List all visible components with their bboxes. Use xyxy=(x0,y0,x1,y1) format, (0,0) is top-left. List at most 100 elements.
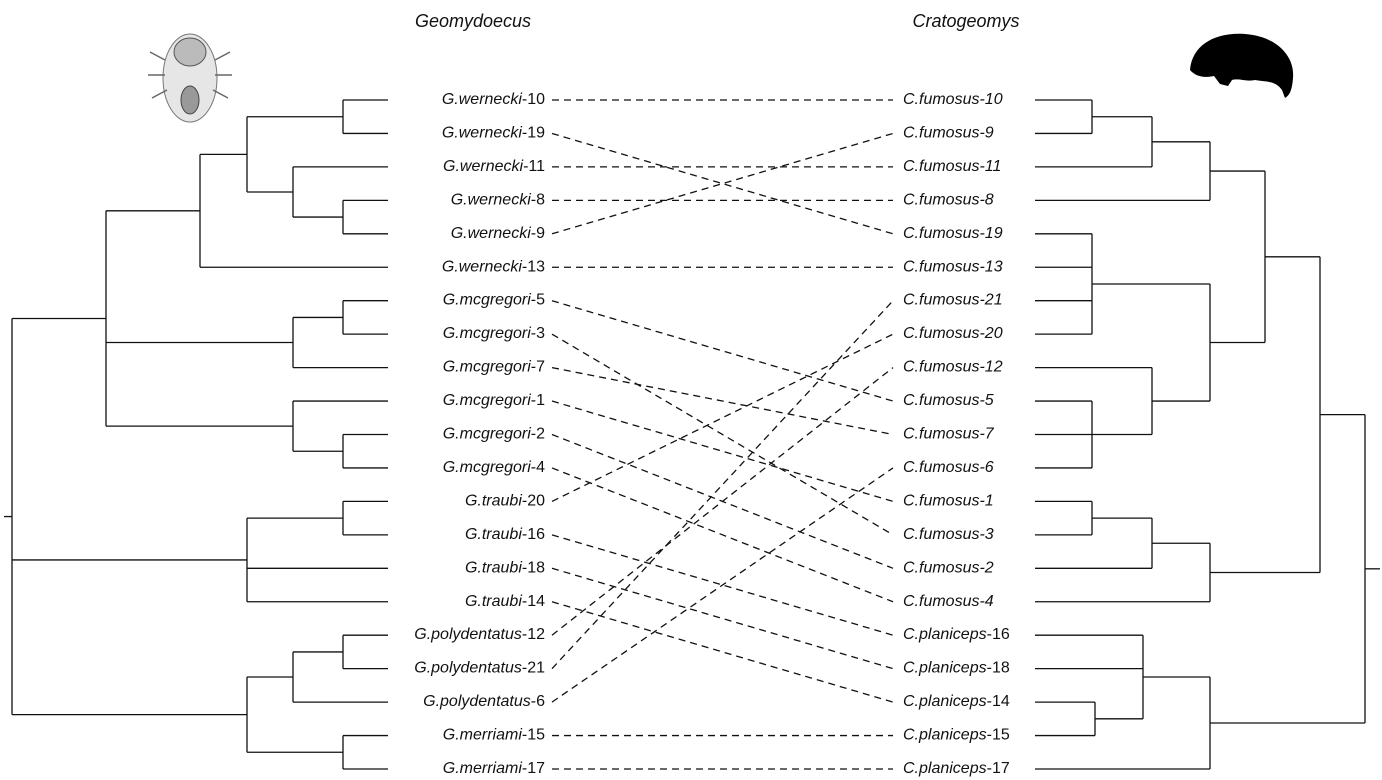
right-taxon-label: C.fumosus-20 xyxy=(903,325,1003,342)
right-taxon-label: C.fumosus-9 xyxy=(903,125,994,142)
taxon-name: G.wernecki xyxy=(442,91,522,108)
taxon-name: C.planiceps xyxy=(903,760,987,777)
taxon-label: C.fumosus-2 xyxy=(903,560,994,577)
right-taxon-label: C.fumosus-21 xyxy=(903,292,1003,309)
right-taxon-label: C.fumosus-5 xyxy=(903,392,994,409)
taxon-name: G.mcgregori xyxy=(443,325,531,342)
right-taxon-label: C.fumosus-1 xyxy=(903,493,994,510)
taxon-id: -15 xyxy=(987,727,1010,744)
left-taxon-label: G.polydentatus-12 xyxy=(414,626,545,643)
right-taxon-label: C.fumosus-13 xyxy=(903,258,1003,275)
left-taxon-label: G.traubi-18 xyxy=(465,560,545,577)
taxon-id: -18 xyxy=(987,660,1010,677)
taxon-id: -20 xyxy=(522,493,545,510)
taxon-id: -6 xyxy=(531,693,545,710)
taxon-label: C.fumosus-1 xyxy=(903,493,994,510)
left-taxon-label: G.mcgregori-3 xyxy=(443,325,545,342)
left-taxon-label: G.mcgregori-5 xyxy=(443,292,545,309)
taxon-label: C.fumosus-9 xyxy=(903,125,994,142)
right-title: Cratogeomys xyxy=(912,11,1019,31)
taxon-label: C.fumosus-7 xyxy=(903,426,995,443)
taxon-id: -8 xyxy=(531,192,545,209)
right-taxon-label: C.planiceps-15 xyxy=(903,727,1010,744)
tanglegram: Geomydoecus Cratogeomys G.wernecki-10G.w… xyxy=(0,0,1382,780)
gopher-icon xyxy=(1190,34,1293,98)
left-taxon-label: G.wernecki-13 xyxy=(442,258,545,275)
taxon-id: -14 xyxy=(987,693,1010,710)
taxon-id: -9 xyxy=(531,225,545,242)
association-link xyxy=(552,568,893,668)
taxon-id: -13 xyxy=(522,258,545,275)
taxon-name: G.polydentatus xyxy=(414,626,522,643)
taxon-id: -18 xyxy=(522,560,545,577)
taxon-name: G.mcgregori xyxy=(443,459,531,476)
taxon-label: C.fumosus-12 xyxy=(903,359,1003,376)
left-taxon-label: G.traubi-14 xyxy=(465,593,545,610)
taxon-name: G.wernecki xyxy=(442,125,522,142)
taxon-id: -17 xyxy=(987,760,1010,777)
left-taxon-label: G.wernecki-8 xyxy=(451,192,545,209)
association-link xyxy=(552,401,893,501)
association-link xyxy=(552,468,893,702)
taxon-id: -14 xyxy=(522,593,545,610)
taxon-label: C.fumosus-19 xyxy=(903,225,1003,242)
taxon-id: -2 xyxy=(531,426,545,443)
association-link xyxy=(552,301,893,669)
right-taxon-label: C.planiceps-18 xyxy=(903,660,1010,677)
taxon-label: C.fumosus-21 xyxy=(903,292,1003,309)
association-link xyxy=(552,334,893,535)
taxon-name: G.mcgregori xyxy=(443,359,531,376)
left-taxon-label: G.wernecki-9 xyxy=(451,225,545,242)
taxon-name: G.wernecki xyxy=(451,225,531,242)
association-link xyxy=(552,368,893,435)
taxon-id: -21 xyxy=(522,660,545,677)
taxon-id: -16 xyxy=(987,626,1010,643)
right-taxon-label: C.fumosus-11 xyxy=(903,158,1001,175)
taxon-name: G.wernecki xyxy=(443,158,523,175)
taxon-name: C.planiceps xyxy=(903,626,987,643)
trees xyxy=(4,100,1380,769)
taxon-id: -4 xyxy=(531,459,545,476)
right-taxon-label: C.planiceps-16 xyxy=(903,626,1010,643)
right-taxon-label: C.fumosus-2 xyxy=(903,560,994,577)
taxon-name: G.traubi xyxy=(465,526,522,543)
association-link xyxy=(552,602,893,702)
taxon-id: -1 xyxy=(531,392,545,409)
association-link xyxy=(552,334,893,501)
left-taxon-label: G.merriami-17 xyxy=(443,760,545,777)
taxon-name: G.merriami xyxy=(443,727,523,744)
taxon-id: -12 xyxy=(522,626,545,643)
taxon-name: G.traubi xyxy=(465,560,522,577)
taxon-label: C.fumosus-6 xyxy=(903,459,994,476)
left-taxon-label: G.polydentatus-21 xyxy=(414,660,545,677)
taxon-id: -10 xyxy=(522,91,545,108)
taxon-id: -3 xyxy=(531,325,545,342)
left-taxon-label: G.polydentatus-6 xyxy=(423,693,545,710)
left-taxon-label: G.mcgregori-7 xyxy=(443,359,545,376)
taxon-name: G.wernecki xyxy=(442,258,522,275)
louse-icon xyxy=(148,34,232,122)
left-taxon-label: G.mcgregori-4 xyxy=(443,459,545,476)
left-taxon-label: G.wernecki-19 xyxy=(442,125,545,142)
association-link xyxy=(552,468,893,602)
taxon-label: C.fumosus-4 xyxy=(903,593,994,610)
taxon-name: G.polydentatus xyxy=(423,693,531,710)
right-taxon-label: C.fumosus-7 xyxy=(903,426,995,443)
right-taxon-label: C.fumosus-12 xyxy=(903,359,1003,376)
taxon-label: C.fumosus-13 xyxy=(903,258,1003,275)
taxon-label: C.fumosus-3 xyxy=(903,526,994,543)
left-taxon-label: G.traubi-16 xyxy=(465,526,545,543)
left-taxon-label: G.wernecki-11 xyxy=(443,158,545,175)
taxon-label: C.fumosus-5 xyxy=(903,392,994,409)
left-taxon-label: G.mcgregori-2 xyxy=(443,426,545,443)
taxon-id: -7 xyxy=(531,359,545,376)
taxon-label: C.fumosus-11 xyxy=(903,158,1001,175)
right-taxon-label: C.fumosus-8 xyxy=(903,192,994,209)
taxon-label: C.fumosus-10 xyxy=(903,91,1003,108)
association-link xyxy=(552,368,893,636)
left-title: Geomydoecus xyxy=(415,11,531,31)
taxon-label: C.fumosus-20 xyxy=(903,325,1003,342)
taxon-name: G.traubi xyxy=(465,493,522,510)
taxon-name: G.mcgregori xyxy=(443,292,531,309)
taxon-name: G.polydentatus xyxy=(414,660,522,677)
